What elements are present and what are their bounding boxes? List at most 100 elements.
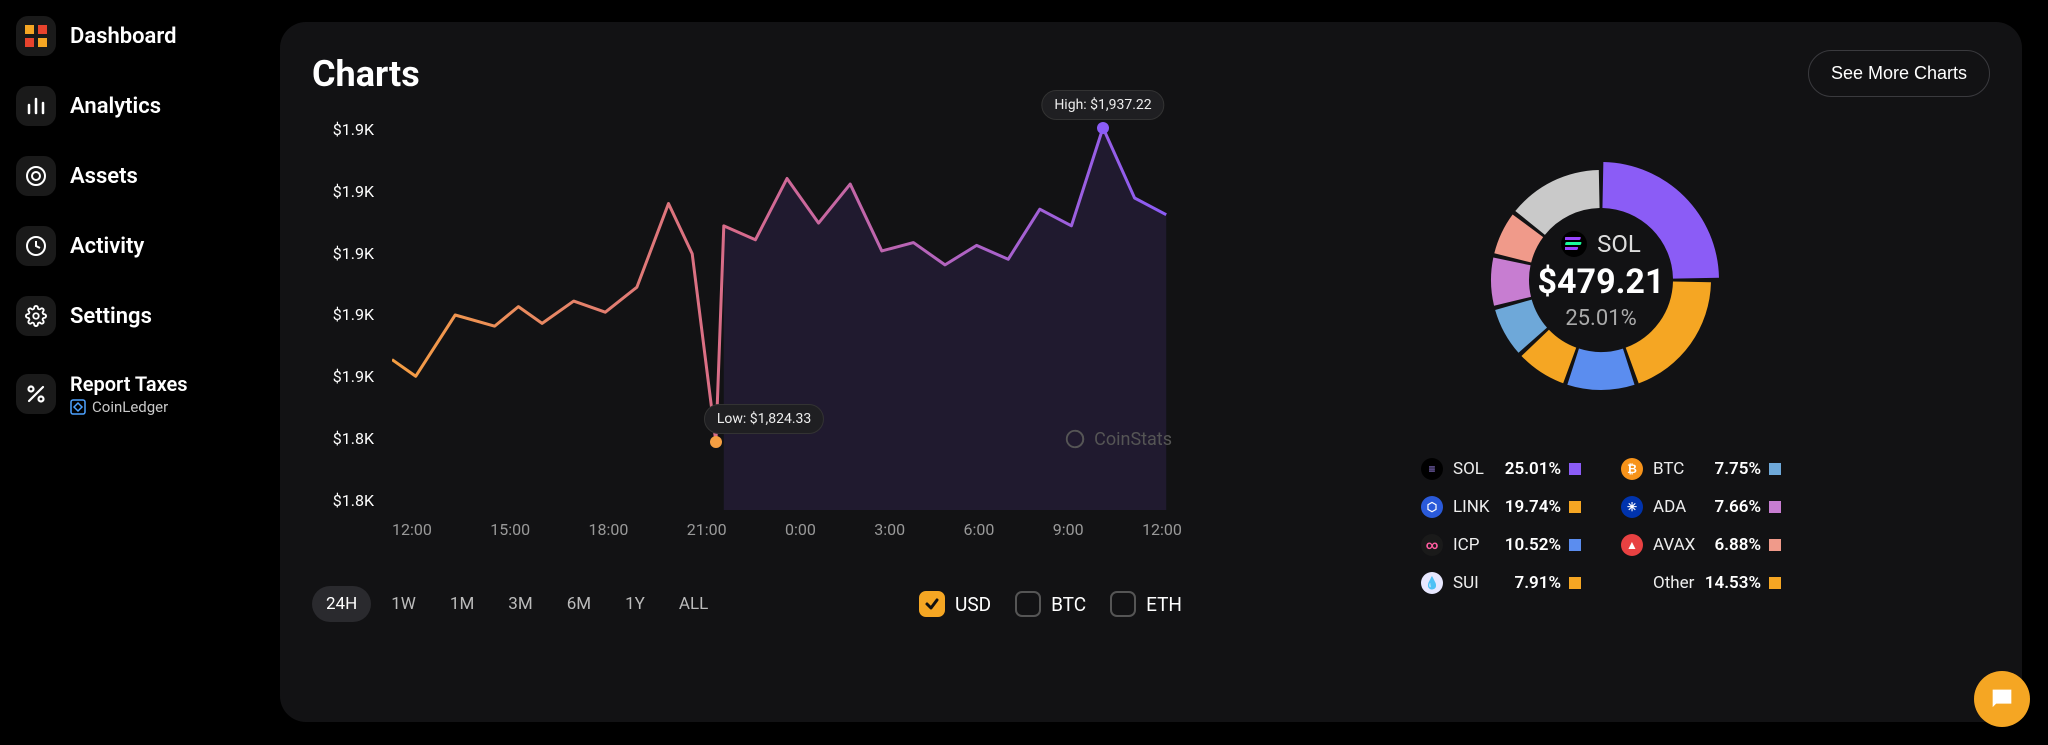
chat-fab[interactable] — [1974, 671, 2030, 727]
icp-icon: ∞ — [1421, 534, 1443, 556]
sui-icon: 💧 — [1421, 572, 1443, 594]
legend-item-sol[interactable]: ≡ SOL 25.01% — [1421, 458, 1581, 480]
link-icon: ⬡ — [1421, 496, 1443, 518]
donut-center-symbol: SOL — [1597, 230, 1641, 258]
sidebar: Dashboard Analytics Assets Activity Sett… — [0, 0, 270, 745]
sidebar-item-report-taxes[interactable]: Report Taxes CoinLedger — [12, 366, 258, 422]
main: Charts See More Charts $1.9K$1.9K$1.9K$1… — [270, 0, 2048, 745]
legend-symbol: ICP — [1453, 535, 1479, 555]
sol-icon — [1561, 231, 1587, 257]
legend-swatch — [1769, 577, 1781, 589]
x-tick: 21:00 — [687, 520, 727, 560]
checkbox[interactable] — [1110, 591, 1136, 617]
x-tick: 3:00 — [874, 520, 905, 560]
y-tick: $1.9K — [312, 305, 382, 324]
watermark: CoinStats — [1064, 428, 1172, 450]
analytics-icon — [16, 86, 56, 126]
legend-symbol: SOL — [1453, 459, 1484, 479]
range-tab-1y[interactable]: 1Y — [611, 586, 659, 622]
range-tab-all[interactable]: ALL — [665, 586, 722, 622]
legend-swatch — [1569, 463, 1581, 475]
y-tick: $1.9K — [312, 120, 382, 139]
tooltip-low: Low: $1,824.33 — [704, 404, 824, 434]
donut-column: SOL $479.21 25.01% ≡ SOL 25.01% ₿ BTC 7.75% ⬡L… — [1212, 50, 1990, 694]
range-tab-24h[interactable]: 24H — [312, 586, 371, 622]
chart-column: $1.9K$1.9K$1.9K$1.9K$1.9K$1.8K$1.8K High… — [312, 50, 1182, 694]
legend-item-sui[interactable]: 💧 SUI 7.91% — [1421, 572, 1581, 594]
legend-swatch — [1769, 463, 1781, 475]
range-tab-3m[interactable]: 3M — [494, 586, 546, 622]
sidebar-item-assets[interactable]: Assets — [12, 150, 258, 202]
legend-item-avax[interactable]: ▲AVAX6.88% — [1621, 534, 1781, 556]
sol-icon: ≡ — [1421, 458, 1443, 480]
x-tick: 15:00 — [490, 520, 530, 560]
donut-center-value: $479.21 — [1538, 262, 1665, 302]
activity-icon — [16, 226, 56, 266]
marker-low — [710, 436, 722, 448]
line-chart[interactable]: $1.9K$1.9K$1.9K$1.9K$1.9K$1.8K$1.8K High… — [312, 120, 1182, 560]
charts-card: Charts See More Charts $1.9K$1.9K$1.9K$1… — [280, 22, 2022, 722]
legend-symbol: SUI — [1453, 573, 1479, 593]
x-tick: 12:00 — [392, 520, 432, 560]
y-tick: $1.9K — [312, 367, 382, 386]
x-tick: 6:00 — [964, 520, 995, 560]
y-tick: $1.9K — [312, 244, 382, 263]
sidebar-item-label: Dashboard — [70, 24, 176, 49]
x-tick: 12:00 — [1142, 520, 1182, 560]
donut-center-pct: 25.01% — [1565, 306, 1636, 331]
currency-check-usd[interactable]: USD — [919, 591, 991, 617]
legend-item-btc[interactable]: ₿ BTC 7.75% — [1621, 458, 1781, 480]
legend-pct: 14.53% — [1705, 573, 1761, 593]
donut-chart[interactable]: SOL $479.21 25.01% — [1451, 130, 1751, 430]
x-tick: 0:00 — [785, 520, 816, 560]
sidebar-item-dashboard[interactable]: Dashboard — [12, 10, 258, 62]
range-tab-1m[interactable]: 1M — [436, 586, 488, 622]
sidebar-item-label: Analytics — [70, 94, 161, 119]
legend-pct: 7.75% — [1714, 459, 1761, 479]
legend-symbol: Other — [1653, 573, 1694, 593]
legend-item-other[interactable]: Other 14.53% — [1621, 572, 1781, 594]
legend-symbol: BTC — [1653, 459, 1684, 479]
see-more-charts-button[interactable]: See More Charts — [1808, 50, 1990, 97]
currency-check-btc[interactable]: BTC — [1015, 591, 1086, 617]
legend-swatch — [1569, 539, 1581, 551]
donut-center: SOL $479.21 25.01% — [1451, 130, 1751, 430]
sidebar-item-label: Assets — [70, 164, 138, 189]
legend-swatch — [1769, 539, 1781, 551]
currency-check-eth[interactable]: ETH — [1110, 591, 1182, 617]
btc-icon: ₿ — [1621, 458, 1643, 480]
legend-item-link[interactable]: ⬡LINK19.74% — [1421, 496, 1581, 518]
currency-checks: USD BTC ETH — [919, 591, 1182, 617]
sidebar-item-activity[interactable]: Activity — [12, 220, 258, 272]
tooltip-high: High: $1,937.22 — [1041, 90, 1164, 120]
legend-symbol: AVAX — [1653, 535, 1695, 555]
x-tick: 9:00 — [1053, 520, 1084, 560]
chart-controls: 24H1W1M3M6M1YALL USD BTC ETH — [312, 586, 1182, 622]
legend-item-ada[interactable]: ✳ADA7.66% — [1621, 496, 1781, 518]
report-taxes-sub: CoinLedger — [70, 398, 188, 416]
legend-pct: 25.01% — [1505, 459, 1561, 479]
checkbox[interactable] — [1015, 591, 1041, 617]
checkbox[interactable] — [919, 591, 945, 617]
x-tick: 18:00 — [589, 520, 629, 560]
sidebar-item-label: Activity — [70, 234, 144, 259]
range-tab-6m[interactable]: 6M — [553, 586, 605, 622]
checkbox-label: BTC — [1051, 593, 1086, 616]
checkbox-label: ETH — [1146, 593, 1182, 616]
avax-icon: ▲ — [1621, 534, 1643, 556]
marker-high — [1097, 122, 1109, 134]
sidebar-item-analytics[interactable]: Analytics — [12, 80, 258, 132]
y-tick: $1.8K — [312, 429, 382, 448]
report-taxes-title: Report Taxes — [70, 372, 188, 396]
legend-swatch — [1769, 501, 1781, 513]
legend-item-icp[interactable]: ∞ICP10.52% — [1421, 534, 1581, 556]
legend-pct: 7.91% — [1514, 573, 1561, 593]
sidebar-item-settings[interactable]: Settings — [12, 290, 258, 342]
legend-pct: 19.74% — [1505, 497, 1561, 517]
y-tick: $1.9K — [312, 182, 382, 201]
range-tab-1w[interactable]: 1W — [377, 586, 430, 622]
x-axis: 12:00 15:00 18:00 21:00 0:00 3:00 6:00 9:00 12:0… — [392, 520, 1182, 560]
settings-icon — [16, 296, 56, 336]
legend-swatch — [1569, 501, 1581, 513]
ada-icon: ✳ — [1621, 496, 1643, 518]
